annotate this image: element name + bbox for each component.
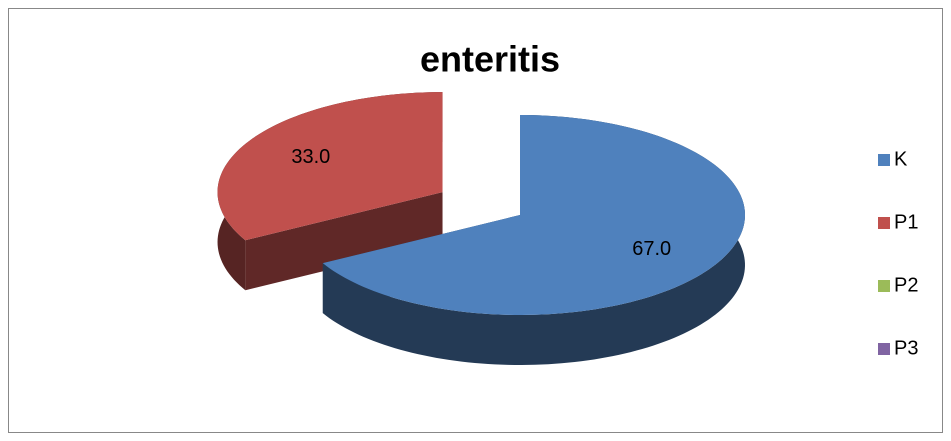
slice-top (322, 115, 745, 315)
data-label: 33.0 (291, 146, 330, 168)
legend-label: P3 (894, 337, 918, 359)
legend-label: K (894, 148, 908, 170)
legend-swatch (878, 217, 890, 229)
legend-swatch (878, 154, 890, 166)
chart-title: enteritis (420, 39, 560, 80)
slice-top (217, 92, 443, 241)
legend-label: P1 (894, 211, 918, 233)
legend-swatch (878, 343, 890, 355)
legend-label: P2 (894, 274, 918, 296)
legend-swatch (878, 280, 890, 292)
slice-side (245, 192, 443, 291)
slice (322, 115, 745, 365)
slice (217, 92, 443, 291)
data-label: 67.0 (632, 238, 671, 260)
legend: K P1 P2 P3 (878, 148, 918, 359)
pie: 67.0 33.0 (217, 92, 745, 365)
